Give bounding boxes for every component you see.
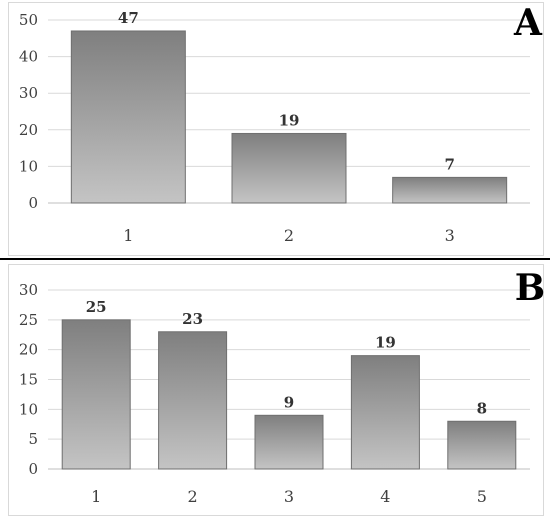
panel-divider <box>0 258 550 260</box>
data-label: 7 <box>444 155 454 173</box>
chart-b: 0 5 10 15 20 25 30 25 1 23 2 9 3 19 4 8 5 B <box>19 267 545 506</box>
data-label: 23 <box>182 310 203 328</box>
panel-label: A <box>513 2 543 44</box>
chart-a: 0 10 20 30 40 50 47 1 19 2 7 3 A <box>19 2 543 245</box>
bar <box>447 420 517 470</box>
y-tick-label: 30 <box>19 281 38 299</box>
y-tick-label: 0 <box>28 460 38 478</box>
data-label: 19 <box>279 111 300 129</box>
x-tick-label: 2 <box>188 487 198 506</box>
bar <box>61 319 131 470</box>
data-label: 8 <box>477 399 487 417</box>
bar <box>158 331 228 470</box>
y-tick-label: 5 <box>28 430 38 448</box>
y-tick-label: 25 <box>19 311 38 329</box>
y-tick-label: 30 <box>19 84 38 102</box>
bar <box>70 30 186 204</box>
y-tick-label: 50 <box>19 11 38 29</box>
data-label: 9 <box>284 393 294 411</box>
y-tick-label: 10 <box>19 400 38 418</box>
x-tick-label: 3 <box>284 487 294 506</box>
x-tick-label: 5 <box>477 487 487 506</box>
x-tick-label: 1 <box>91 487 101 506</box>
bar <box>231 132 347 204</box>
x-tick-label: 2 <box>284 226 294 245</box>
bar <box>350 355 420 470</box>
x-tick-label: 1 <box>123 226 133 245</box>
x-tick-label: 3 <box>445 226 455 245</box>
data-label: 19 <box>375 334 396 352</box>
data-label: 47 <box>118 9 139 27</box>
y-tick-label: 15 <box>19 371 38 389</box>
bar <box>392 176 508 204</box>
y-tick-label: 20 <box>19 341 38 359</box>
y-tick-label: 0 <box>28 194 38 212</box>
y-tick-label: 40 <box>19 48 38 66</box>
x-tick-label: 4 <box>380 487 390 506</box>
bar <box>254 414 324 470</box>
y-tick-label: 10 <box>19 157 38 175</box>
y-tick-label: 20 <box>19 121 38 139</box>
data-label: 25 <box>86 298 107 316</box>
panel-label: B <box>515 267 545 309</box>
